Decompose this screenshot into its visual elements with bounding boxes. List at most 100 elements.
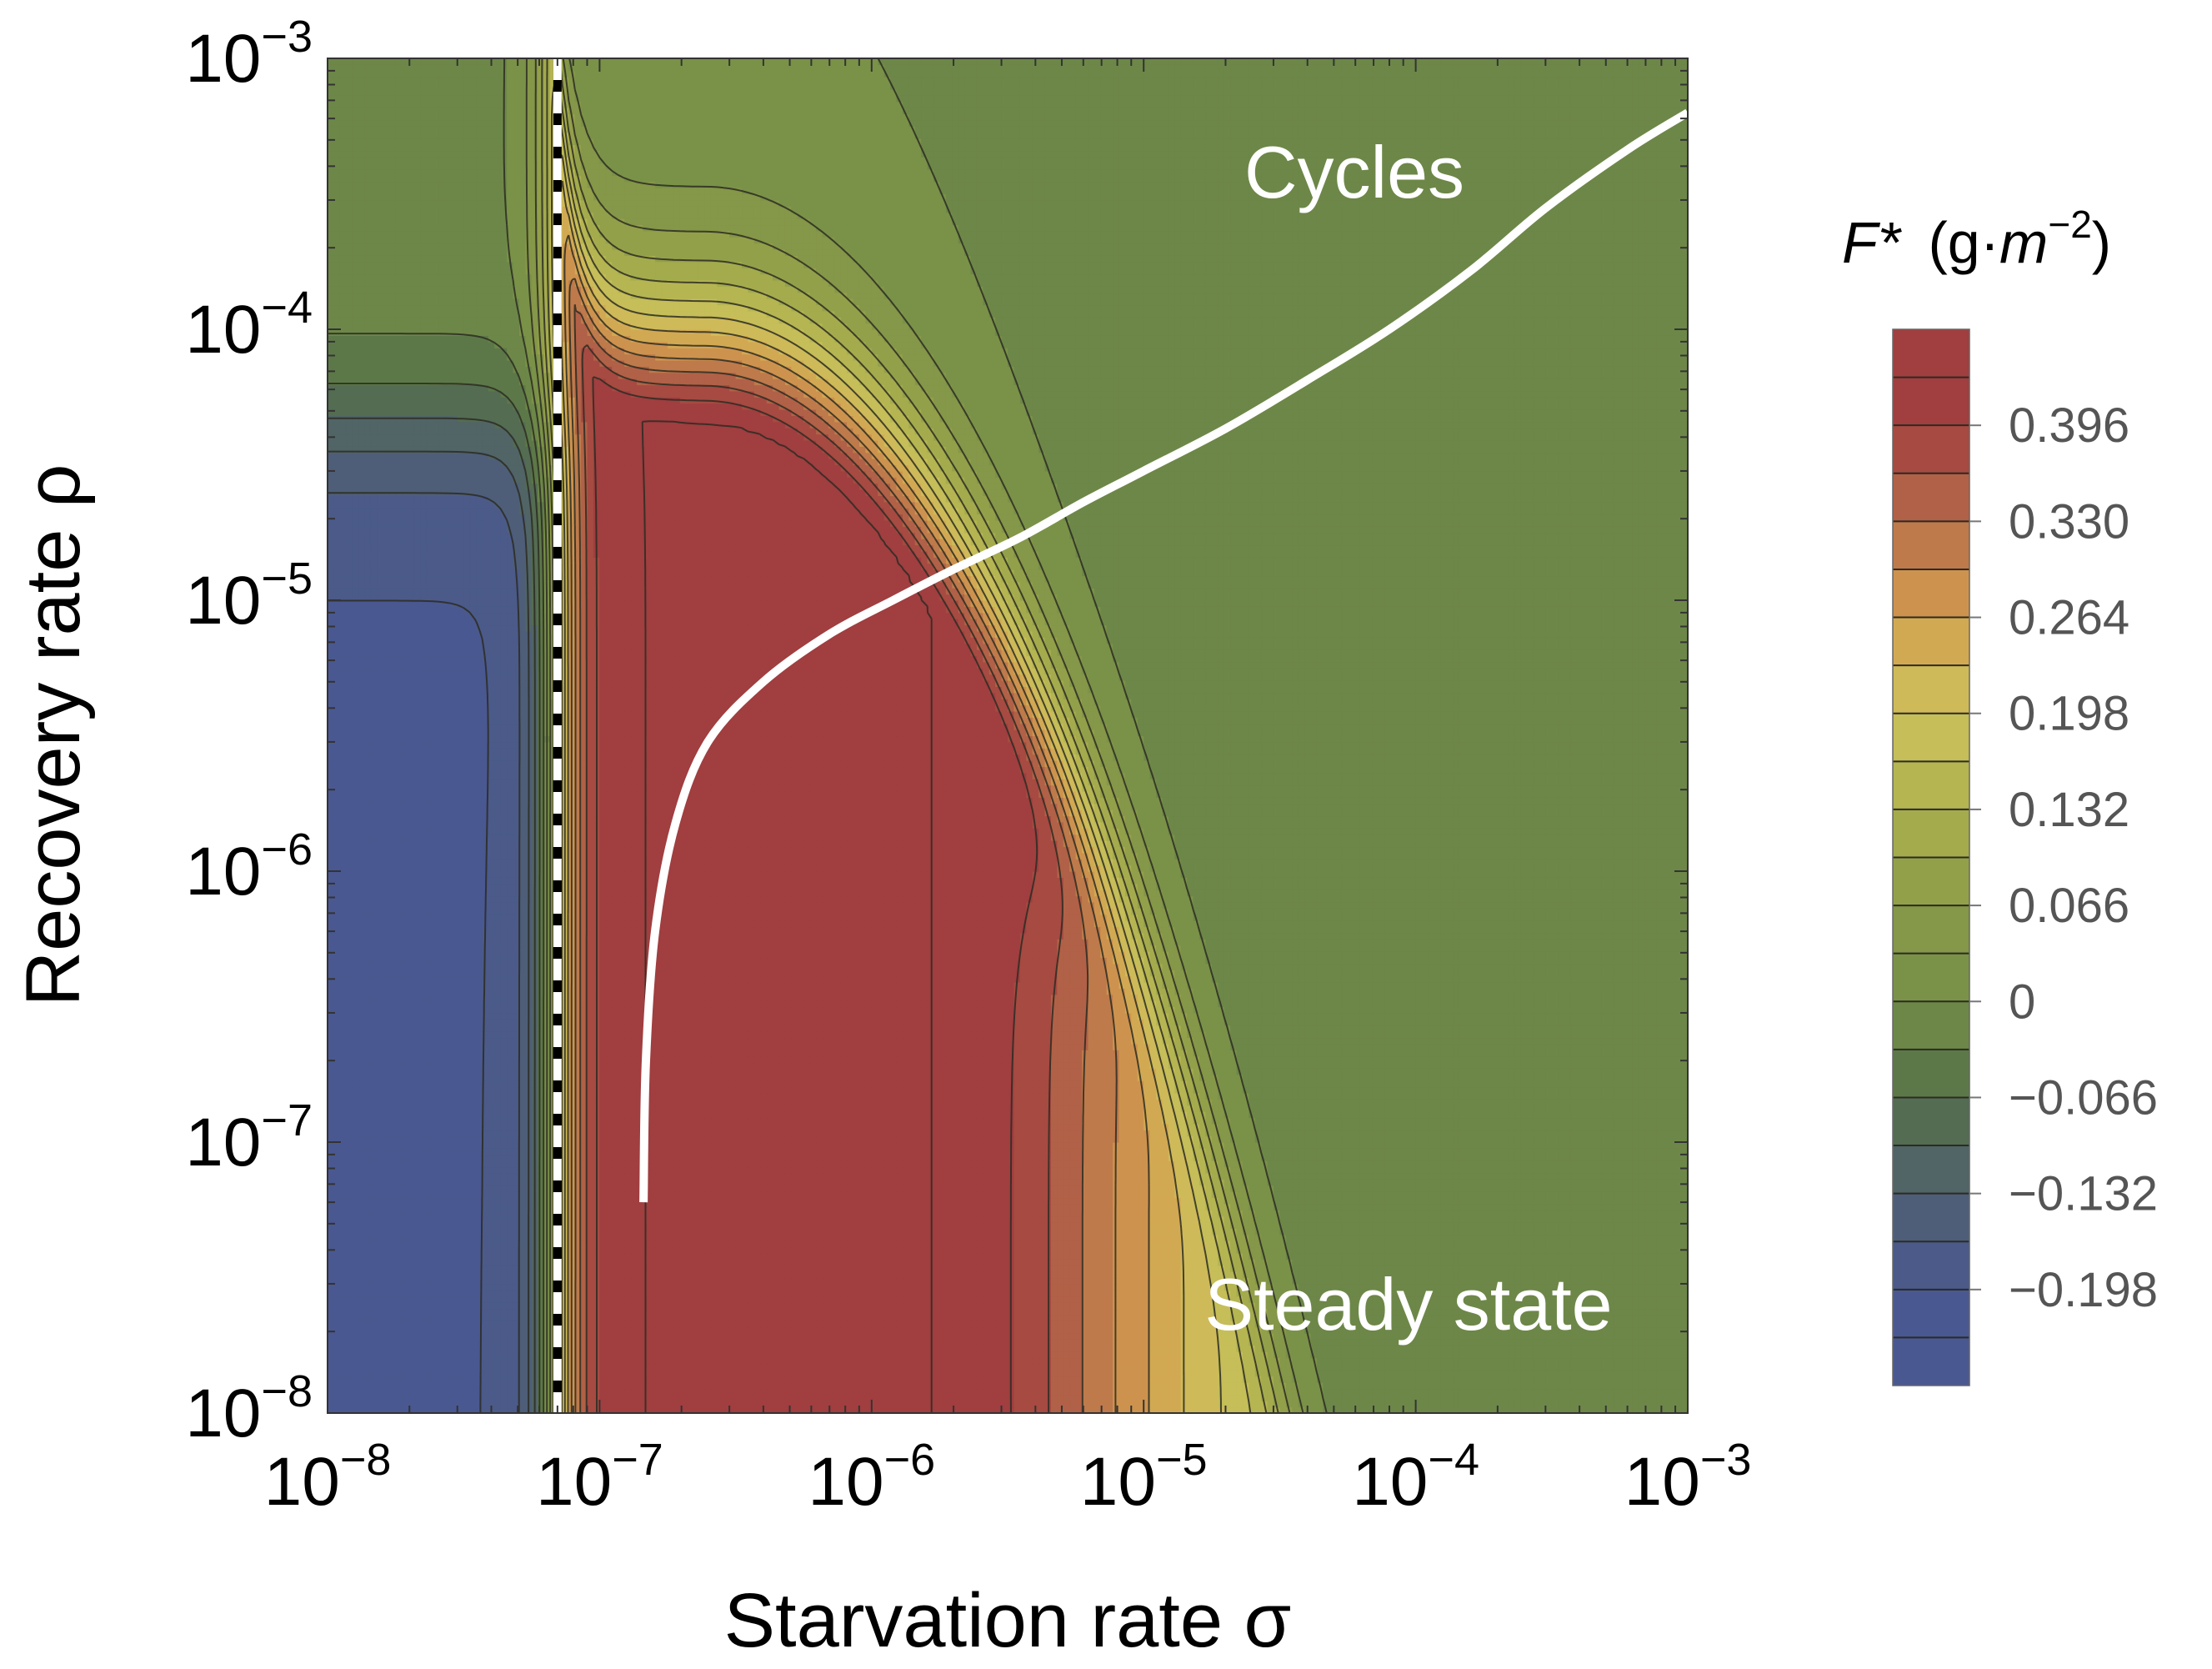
contour-cell (482, 1321, 489, 1328)
contour-cell (1638, 1401, 1645, 1408)
contour-cell (1663, 1339, 1670, 1346)
contour-cell (599, 1277, 607, 1285)
contour-cell (1001, 1339, 1008, 1346)
contour-cell (500, 1370, 508, 1377)
contour-cell (1329, 1326, 1336, 1334)
contour-cell (1057, 1357, 1064, 1365)
contour-cell (1625, 1345, 1633, 1352)
contour-cell (760, 1382, 768, 1390)
contour-cell (753, 1339, 761, 1346)
contour-cell (1093, 1357, 1101, 1365)
contour-cell (636, 1321, 643, 1328)
contour-cell (896, 1296, 903, 1303)
contour-cell (352, 1321, 359, 1328)
contour-cell (482, 1339, 489, 1346)
contour-cell (983, 1314, 990, 1321)
contour-cell (1539, 1401, 1546, 1408)
contour-cell (1663, 1401, 1670, 1408)
contour-cell (778, 1271, 786, 1279)
contour-cell (364, 1388, 372, 1396)
contour-cell (778, 1345, 786, 1352)
contour-cell (952, 1271, 959, 1279)
contour-cell (513, 1382, 520, 1390)
contour-cell (636, 1357, 643, 1365)
contour-cell (513, 1357, 520, 1365)
contour-cell (1527, 1308, 1534, 1316)
contour-cell (1088, 1290, 1095, 1297)
contour-cell (1057, 1370, 1064, 1377)
contour-cell (352, 1401, 359, 1408)
contour-cell (995, 1271, 1003, 1279)
contour-cell (1310, 1339, 1318, 1346)
contour-cell (438, 1388, 446, 1396)
contour-cell (1316, 1339, 1324, 1346)
contour-cell (413, 1406, 421, 1413)
contour-cell (1354, 1376, 1361, 1383)
contour-cell (346, 1363, 353, 1371)
contour-cell (1082, 1326, 1089, 1334)
contour-cell (1162, 1290, 1169, 1297)
contour-cell (1663, 1277, 1670, 1285)
contour-cell (661, 1406, 668, 1413)
contour-cell (865, 1290, 873, 1297)
contour-cell (890, 1321, 898, 1328)
contour-cell (402, 1401, 409, 1408)
contour-cell (797, 1283, 804, 1291)
contour-cell (784, 1271, 792, 1279)
contour-cell (1632, 1382, 1639, 1390)
contour-cell (1619, 1382, 1627, 1390)
contour-cell (1650, 1321, 1658, 1328)
contour-cell (673, 1357, 681, 1365)
contour-cell (1038, 1382, 1046, 1390)
contour-cell (988, 1326, 996, 1334)
contour-cell (908, 1345, 916, 1352)
contour-cell (1304, 1382, 1312, 1390)
contour-cell (457, 1321, 464, 1328)
contour-cell (1589, 1370, 1596, 1377)
contour-cell (834, 1321, 842, 1328)
contour-cell (358, 1321, 366, 1328)
contour-cell (1625, 1394, 1633, 1401)
contour-cell (1050, 1401, 1058, 1408)
contour-cell (1545, 1363, 1553, 1371)
contour-cell (1440, 1363, 1448, 1371)
contour-cell (618, 1314, 625, 1321)
contour-cell (668, 1290, 675, 1297)
contour-cell (878, 1326, 885, 1334)
contour-cell (494, 1363, 502, 1371)
contour-cell (1663, 1290, 1670, 1297)
contour-cell (742, 1302, 749, 1310)
contour-cell (1075, 1382, 1083, 1390)
contour-cell (1144, 1321, 1151, 1328)
contour-cell (1366, 1339, 1374, 1346)
contour-cell (1428, 1332, 1435, 1340)
contour-cell (648, 1382, 656, 1390)
contour-cell (698, 1314, 706, 1321)
contour-cell (878, 1401, 885, 1408)
contour-cell (828, 1339, 835, 1346)
contour-cell (426, 1406, 433, 1413)
contour-cell (753, 1363, 761, 1371)
contour-cell (1570, 1321, 1578, 1328)
contour-cell (488, 1296, 495, 1303)
contour-cell (1558, 1401, 1565, 1408)
contour-cell (1100, 1382, 1108, 1390)
contour-cell (840, 1339, 848, 1346)
contour-cell (809, 1332, 817, 1340)
contour-cell (1199, 1339, 1206, 1346)
contour-cell (1471, 1401, 1479, 1408)
contour-cell (507, 1357, 514, 1365)
contour-cell (1527, 1376, 1534, 1383)
contour-cell (389, 1345, 397, 1352)
contour-cell (1533, 1308, 1540, 1316)
contour-cell (1038, 1363, 1046, 1371)
contour-cell (766, 1296, 773, 1303)
contour-cell (1409, 1357, 1417, 1365)
contour-cell (1582, 1394, 1589, 1401)
contour-cell (1285, 1308, 1293, 1316)
contour-cell (1292, 1357, 1299, 1365)
contour-cell (1211, 1363, 1219, 1371)
contour-cell (1106, 1290, 1114, 1297)
contour-cell (673, 1370, 681, 1377)
contour-cell (1502, 1314, 1509, 1321)
